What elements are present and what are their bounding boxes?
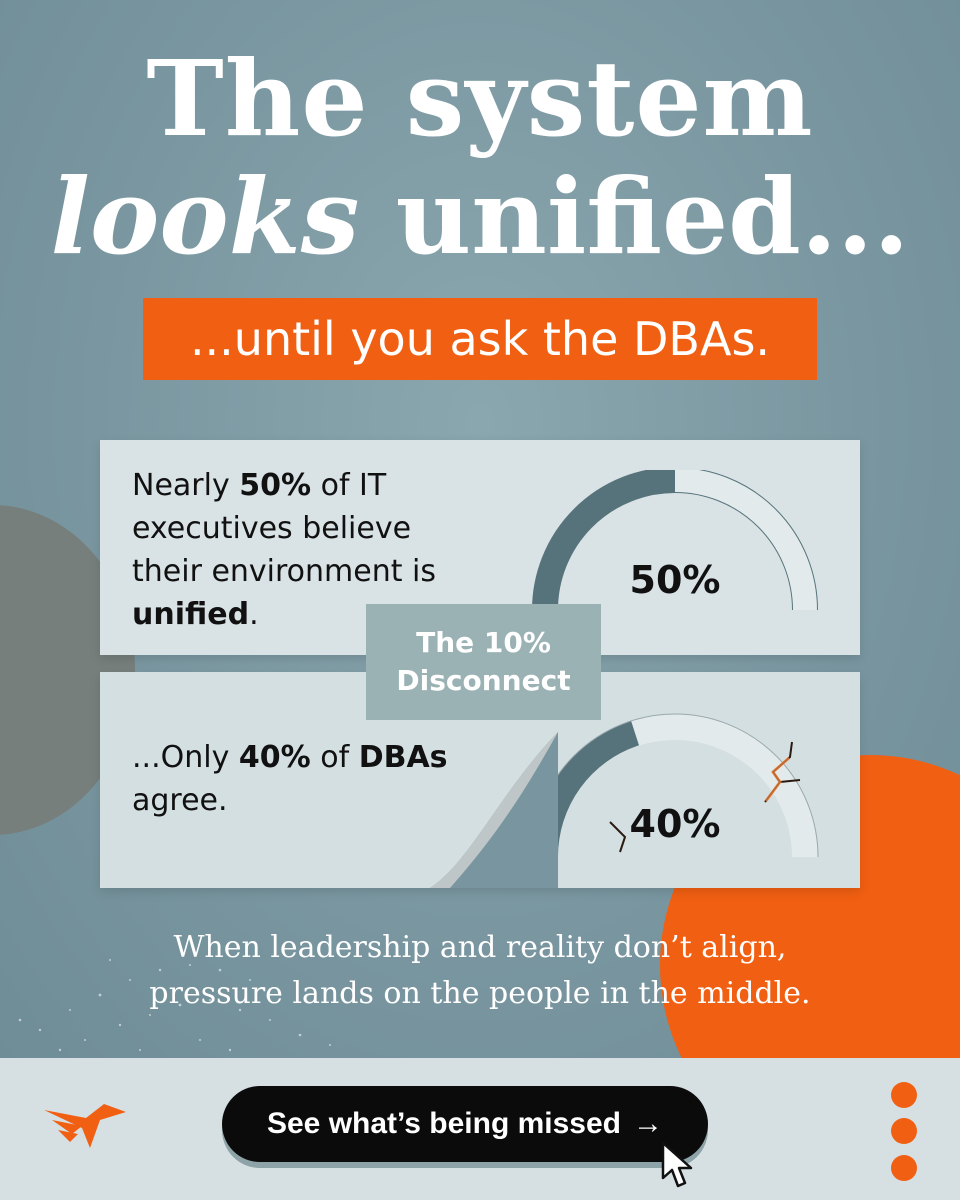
headline-line-2-rest: unified... <box>359 155 910 278</box>
stat-card-executives: Nearly 50% of IT executives believe thei… <box>100 440 860 655</box>
gauge-50 <box>532 470 818 611</box>
headline-line-2: looks unified... <box>0 158 960 276</box>
text-part: of <box>310 740 359 775</box>
stat-card-text: ...Only 40% of DBAs agree. <box>132 736 452 822</box>
stat-highlight: 50% <box>239 468 312 503</box>
stat-card-text: Nearly 50% of IT executives believe thei… <box>132 464 452 636</box>
dot <box>891 1118 917 1144</box>
subtext-line-2: pressure lands on the people in the midd… <box>149 976 811 1011</box>
disconnect-line-1: The 10% <box>416 626 551 659</box>
subtext: When leadership and reality don’t align,… <box>0 925 960 1017</box>
dot <box>891 1082 917 1108</box>
disconnect-label: The 10% Disconnect <box>366 604 601 720</box>
text-part: . <box>249 597 259 632</box>
text-part: ...Only <box>132 740 239 775</box>
gauge-40 <box>531 713 819 858</box>
pointer-cursor-icon <box>661 1141 693 1188</box>
see-whats-missed-button[interactable]: See what’s being missed → <box>222 1086 708 1162</box>
stat-highlight: 40% <box>238 740 311 775</box>
arrow-right-icon: → <box>633 1107 663 1140</box>
cta-label: See what’s being missed <box>266 1107 621 1140</box>
headline-italic-word: looks <box>50 155 360 278</box>
crack-glow <box>764 756 790 802</box>
headline: The system looks unified... <box>0 40 960 276</box>
decorative-dust-particles <box>18 959 331 1052</box>
stat-highlight: unified <box>132 597 250 632</box>
bird-logo-icon[interactable] <box>42 1098 128 1154</box>
disconnect-line-2: Disconnect <box>396 664 571 697</box>
gauge-value: 40% <box>629 802 721 846</box>
tagline-banner: ...until you ask the DBAs. <box>143 298 817 380</box>
dot <box>891 1155 917 1181</box>
headline-line-1: The system <box>146 37 814 160</box>
page-curl-icon <box>430 732 558 888</box>
subtext-line-1: When leadership and reality don’t align, <box>173 930 787 965</box>
text-part: agree. <box>132 783 228 818</box>
stat-highlight: DBAs <box>358 740 448 775</box>
text-part: Nearly <box>132 468 240 503</box>
text-part: of IT executives believe their environme… <box>132 468 436 589</box>
gauge-value: 50% <box>629 558 721 602</box>
